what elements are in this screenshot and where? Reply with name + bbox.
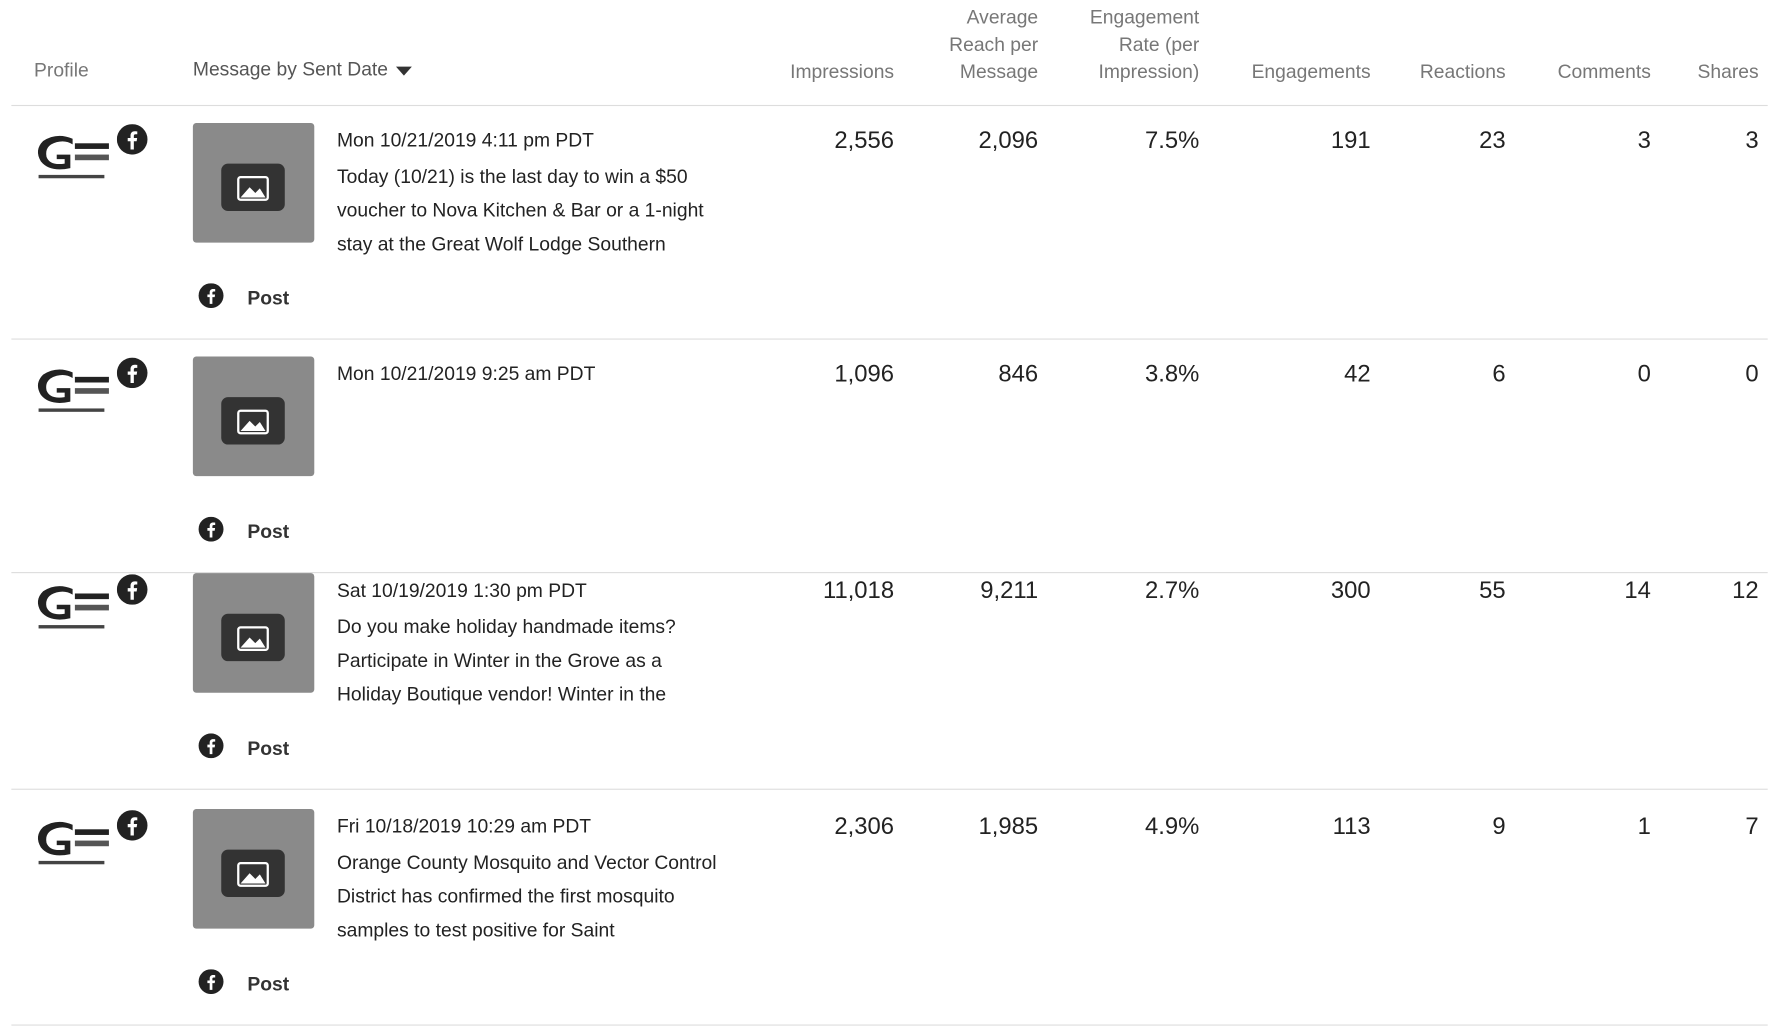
metric-value: 0 [1600, 361, 1759, 388]
message-date: Mon 10/21/2019 4:11 pm PDT [337, 130, 594, 153]
media-icon [193, 357, 314, 477]
facebook-glyph [199, 733, 224, 758]
metric-value: 1,096 [735, 361, 894, 388]
garden-grove-logo [34, 130, 113, 186]
metric-value: 4.9% [1040, 814, 1199, 841]
thumbnail[interactable] [193, 357, 314, 477]
facebook-icon [117, 358, 148, 388]
thumbnail[interactable] [193, 809, 314, 929]
metric-value: 9 [1347, 814, 1506, 841]
profile-logo [34, 130, 113, 186]
facebook-glyph [199, 969, 224, 994]
message-date: Sat 10/19/2019 1:30 pm PDT [337, 580, 587, 603]
facebook-icon [199, 517, 224, 542]
metric-value: 1,985 [879, 814, 1038, 841]
column-header[interactable]: Average Reach per Message [913, 5, 1038, 86]
metric-value: 846 [879, 361, 1038, 388]
metric-value: 11,018 [735, 578, 894, 605]
facebook-icon [199, 969, 224, 994]
message-date: Mon 10/21/2019 9:25 am PDT [337, 363, 595, 386]
media-icon [193, 809, 314, 929]
column-header[interactable]: Reactions [1347, 59, 1506, 86]
message-type: Post [247, 974, 289, 997]
thumbnail[interactable] [193, 123, 314, 243]
message-type: Post [247, 521, 289, 544]
facebook-glyph [199, 517, 224, 542]
header-separator [11, 105, 1767, 106]
metric-value: 3 [1600, 127, 1759, 154]
row-separator [11, 789, 1767, 790]
metric-value: 9,211 [879, 578, 1038, 605]
row-separator [11, 338, 1767, 339]
metric-value: 2,306 [735, 814, 894, 841]
metric-value: 2.7% [1040, 578, 1199, 605]
garden-grove-logo [34, 363, 113, 419]
row-separator [11, 1024, 1767, 1025]
message-type: Post [247, 738, 289, 761]
metric-value: 2,096 [879, 127, 1038, 154]
facebook-icon [117, 810, 148, 840]
facebook-glyph [117, 810, 148, 840]
profile-logo [34, 580, 113, 636]
column-header[interactable]: Message by Sent Date [193, 56, 412, 83]
garden-grove-logo [34, 816, 113, 872]
profile-logo [34, 363, 113, 419]
metric-value: 6 [1347, 361, 1506, 388]
facebook-glyph [117, 574, 148, 604]
message-text: Today (10/21) is the last day to win a $… [337, 160, 728, 262]
metric-value: 55 [1347, 578, 1506, 605]
facebook-icon [199, 283, 224, 308]
message-text: Orange County Mosquito and Vector Contro… [337, 846, 728, 948]
metric-value: 23 [1347, 127, 1506, 154]
metric-value: 7 [1600, 814, 1759, 841]
media-icon [193, 573, 314, 693]
column-header: Profile [34, 58, 89, 85]
column-header[interactable]: Impressions [735, 59, 894, 86]
column-header[interactable]: Shares [1600, 59, 1759, 86]
garden-grove-logo [34, 580, 113, 636]
facebook-glyph [117, 124, 148, 154]
thumbnail[interactable] [193, 573, 314, 693]
sort-arrow[interactable] [396, 66, 412, 75]
media-icon [193, 123, 314, 243]
facebook-glyph [117, 358, 148, 388]
message-date: Fri 10/18/2019 10:29 am PDT [337, 816, 591, 839]
column-header[interactable]: Engagement Rate (per Impression) [1074, 5, 1199, 86]
metric-value: 7.5% [1040, 127, 1199, 154]
facebook-icon [117, 124, 148, 154]
metric-value: 2,556 [735, 127, 894, 154]
facebook-glyph [199, 283, 224, 308]
message-type: Post [247, 288, 289, 311]
report-table: Profile Message by Sent Date Impressions Av… [0, 0, 1770, 1029]
page: Profile Message by Sent Date Impressions Av… [0, 0, 1770, 1029]
message-text: Do you make holiday handmade items? Part… [337, 610, 728, 712]
metric-value: 12 [1600, 578, 1759, 605]
facebook-icon [117, 574, 148, 604]
profile-logo [34, 816, 113, 872]
metric-value: 3.8% [1040, 361, 1199, 388]
facebook-icon [199, 733, 224, 758]
